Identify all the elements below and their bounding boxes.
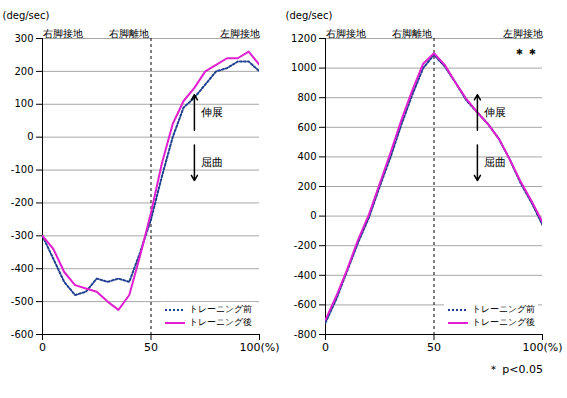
svg-text:右脚離地: 右脚離地: [392, 28, 432, 39]
svg-text:100: 100: [14, 98, 33, 109]
svg-text:左脚接地: 左脚接地: [503, 28, 543, 39]
svg-text:50: 50: [427, 341, 441, 354]
svg-text:-500: -500: [11, 296, 34, 307]
svg-text:(deg/sec): (deg/sec): [286, 10, 333, 21]
svg-text:200: 200: [297, 181, 316, 192]
svg-text:600: 600: [297, 122, 316, 133]
svg-text:＊＊: ＊＊: [513, 46, 539, 61]
svg-text:-200: -200: [11, 197, 34, 208]
svg-text:-100: -100: [11, 164, 34, 175]
svg-text:200: 200: [14, 66, 33, 77]
svg-text:右脚接地: 右脚接地: [43, 28, 83, 39]
svg-text:-400: -400: [294, 270, 317, 281]
html-text:トレーニング前: トレーニング前: [472, 304, 535, 314]
html-text:トレーニング後: トレーニング後: [189, 317, 252, 327]
svg-text:伸展: 伸展: [484, 106, 506, 119]
svg-text:0: 0: [322, 341, 329, 354]
svg-text:400: 400: [297, 151, 316, 162]
svg-text:50: 50: [144, 341, 158, 354]
svg-text:1200: 1200: [291, 33, 316, 44]
svg-text:300: 300: [14, 33, 33, 44]
svg-text:0: 0: [27, 131, 33, 142]
svg-text:-600: -600: [294, 299, 317, 310]
svg-text:100(%): 100(%): [239, 341, 279, 354]
html-text:トレーニング後: トレーニング後: [472, 317, 535, 327]
svg-text:左脚接地: 左脚接地: [220, 28, 260, 39]
svg-text:100(%): 100(%): [522, 341, 562, 354]
svg-text:右脚離地: 右脚離地: [109, 28, 149, 39]
svg-text:-300: -300: [11, 230, 34, 241]
svg-text:(deg/sec): (deg/sec): [3, 10, 50, 21]
svg-text:0: 0: [39, 341, 46, 354]
svg-text:-400: -400: [11, 263, 34, 274]
svg-text:屈曲: 屈曲: [484, 156, 506, 169]
svg-text:-800: -800: [294, 329, 317, 340]
html-text:＊ p<0.05: ＊ p<0.05: [487, 363, 543, 376]
svg-text:800: 800: [297, 92, 316, 103]
svg-text:右脚接地: 右脚接地: [326, 28, 366, 39]
svg-text:-200: -200: [294, 240, 317, 251]
html-text:トレーニング前: トレーニング前: [189, 304, 252, 314]
svg-text:伸展: 伸展: [201, 106, 223, 119]
svg-text:1000: 1000: [291, 62, 316, 73]
svg-text:0: 0: [310, 210, 316, 221]
svg-text:屈曲: 屈曲: [201, 156, 223, 169]
svg-text:-600: -600: [11, 329, 34, 340]
